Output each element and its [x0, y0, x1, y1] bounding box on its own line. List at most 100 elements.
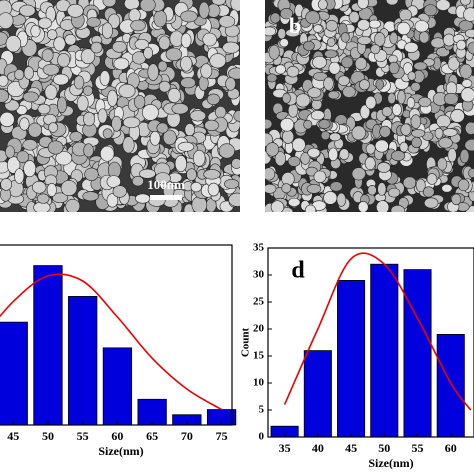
particle [102, 128, 113, 139]
particle [295, 93, 311, 108]
particle [328, 147, 339, 162]
particle [423, 4, 438, 17]
particle [312, 55, 327, 69]
particle [348, 11, 360, 24]
particle [464, 121, 474, 135]
particle [206, 93, 221, 105]
particle [307, 147, 321, 158]
particle [329, 181, 343, 192]
particle [83, 143, 94, 158]
bar [102, 347, 133, 426]
particle [133, 95, 146, 109]
particle [324, 49, 338, 59]
particle [460, 0, 471, 6]
particle [6, 156, 21, 174]
particle [399, 141, 409, 153]
particle [339, 148, 350, 161]
particle [0, 111, 15, 128]
particle [359, 79, 370, 91]
particle [340, 32, 350, 43]
particle [450, 109, 465, 123]
particle [306, 183, 322, 194]
particle [218, 15, 236, 28]
particle [396, 21, 411, 36]
particle [303, 40, 315, 52]
particle [76, 95, 89, 112]
particle [313, 24, 323, 33]
particle [400, 123, 412, 136]
particle [410, 114, 422, 129]
particle [231, 158, 240, 169]
particle [73, 75, 85, 90]
particle [300, 152, 311, 165]
particle [307, 87, 322, 98]
particle [390, 204, 405, 212]
particle [317, 0, 328, 10]
particle [130, 19, 146, 32]
particle [143, 46, 154, 60]
x-tick-label: 60 [445, 441, 457, 455]
particle [122, 136, 135, 154]
particles [265, 0, 474, 212]
particle [22, 91, 39, 103]
particle [426, 173, 438, 185]
particle [430, 37, 446, 49]
particle [207, 182, 220, 197]
bar [337, 279, 366, 438]
particle [337, 75, 350, 86]
particle [279, 38, 289, 48]
particle [202, 32, 217, 47]
x-tick-label: 50 [42, 429, 54, 443]
particle [180, 77, 196, 89]
particle [47, 140, 64, 155]
particle [90, 41, 103, 54]
particle [46, 183, 57, 197]
particle [374, 32, 386, 47]
particles [0, 0, 240, 212]
particle [225, 77, 236, 91]
particle [5, 145, 15, 159]
particle [157, 60, 168, 72]
y-tick-label: 5 [259, 404, 265, 416]
bar [403, 269, 432, 438]
particle [368, 19, 381, 29]
particle [342, 85, 356, 98]
particle [99, 70, 111, 87]
particle [303, 119, 313, 130]
fit-curve [0, 273, 222, 411]
particle [460, 87, 474, 103]
particle [359, 104, 371, 120]
particle [304, 204, 317, 212]
particle [100, 145, 115, 162]
x-axis-label: Size(nm) [368, 456, 413, 470]
particle [65, 198, 81, 212]
particle [442, 128, 458, 137]
particle [158, 80, 171, 93]
particle [0, 178, 13, 191]
particle [102, 0, 117, 8]
particle [274, 151, 286, 167]
particle [282, 92, 291, 104]
particle [357, 0, 369, 10]
particle [190, 181, 202, 193]
particle [376, 200, 390, 212]
particle [381, 106, 393, 117]
particle [53, 36, 66, 52]
particle [5, 35, 22, 53]
particle [279, 117, 295, 132]
particle [461, 79, 473, 88]
particle [410, 82, 421, 92]
particle [113, 57, 130, 70]
particle [167, 87, 181, 103]
particle [139, 168, 156, 179]
particle [464, 139, 474, 152]
particle [180, 56, 193, 72]
particle [370, 44, 381, 55]
particle [112, 41, 127, 53]
particle [60, 179, 78, 197]
particle [328, 61, 341, 75]
particle [286, 66, 300, 78]
particle [200, 63, 213, 79]
particle [123, 0, 140, 11]
particle [186, 168, 197, 181]
